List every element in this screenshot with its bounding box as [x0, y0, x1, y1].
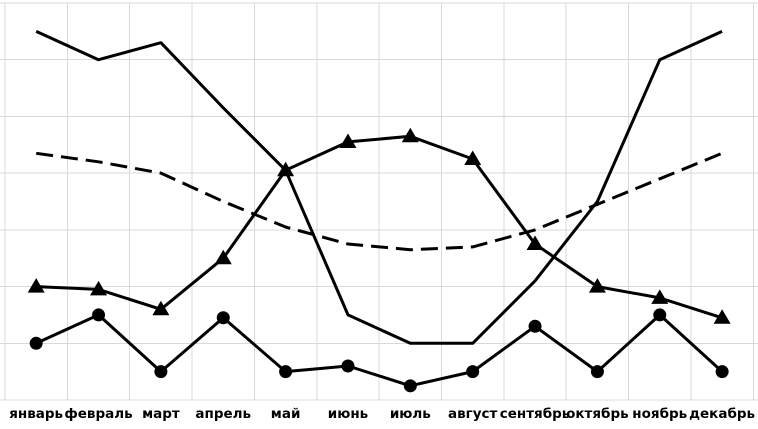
series-path-triangle-markers [36, 134, 723, 320]
circle-marker [92, 308, 106, 322]
triangle-marker [651, 289, 669, 304]
gridlines [0, 2, 758, 401]
circle-marker [528, 319, 542, 333]
series-circle-line [29, 308, 729, 393]
x-axis-label: февраль [64, 406, 132, 422]
x-axis-label: сентябрь [500, 406, 571, 422]
x-axis-label: март [142, 406, 180, 422]
x-axis-label: декабрь [689, 406, 755, 422]
x-axis-label: май [271, 406, 301, 422]
triangle-marker [713, 309, 731, 324]
circle-marker [154, 365, 168, 379]
triangle-marker [401, 127, 419, 143]
series-path-circle-markers [35, 313, 724, 388]
x-axis-label: июль [390, 406, 431, 422]
circle-marker [590, 365, 604, 379]
x-axis-labels: январь февраль март апрель май июнь июль август… [9, 406, 755, 422]
series-dashed-line [35, 151, 723, 252]
x-axis-label: январь [9, 406, 63, 422]
x-axis-label: август [448, 406, 498, 422]
triangle-marker [588, 278, 606, 293]
triangle-marker [214, 249, 232, 265]
circle-marker [403, 379, 417, 393]
triangle-marker [277, 161, 295, 177]
circle-marker [466, 365, 480, 379]
series-path-solid-no-marker [35, 30, 723, 345]
x-axis-label: ноябрь [632, 406, 687, 422]
circle-marker [279, 365, 293, 379]
triangle-marker [526, 235, 544, 251]
triangle-marker [339, 133, 357, 148]
triangle-marker [27, 278, 45, 293]
circle-marker [653, 308, 667, 322]
circle-marker [715, 365, 729, 379]
series-triangle-line [27, 127, 731, 324]
triangle-marker [90, 280, 108, 296]
x-axis-label: октябрь [566, 406, 629, 422]
circle-marker [29, 336, 43, 350]
series-path-dashed-no-marker [35, 151, 723, 252]
circle-marker [216, 311, 230, 325]
x-axis-label: апрель [195, 406, 251, 422]
series-solid-line [35, 30, 723, 345]
circle-marker [341, 359, 355, 373]
triangle-marker [152, 300, 170, 316]
x-axis-label: июнь [328, 406, 368, 422]
triangle-marker [464, 150, 482, 165]
